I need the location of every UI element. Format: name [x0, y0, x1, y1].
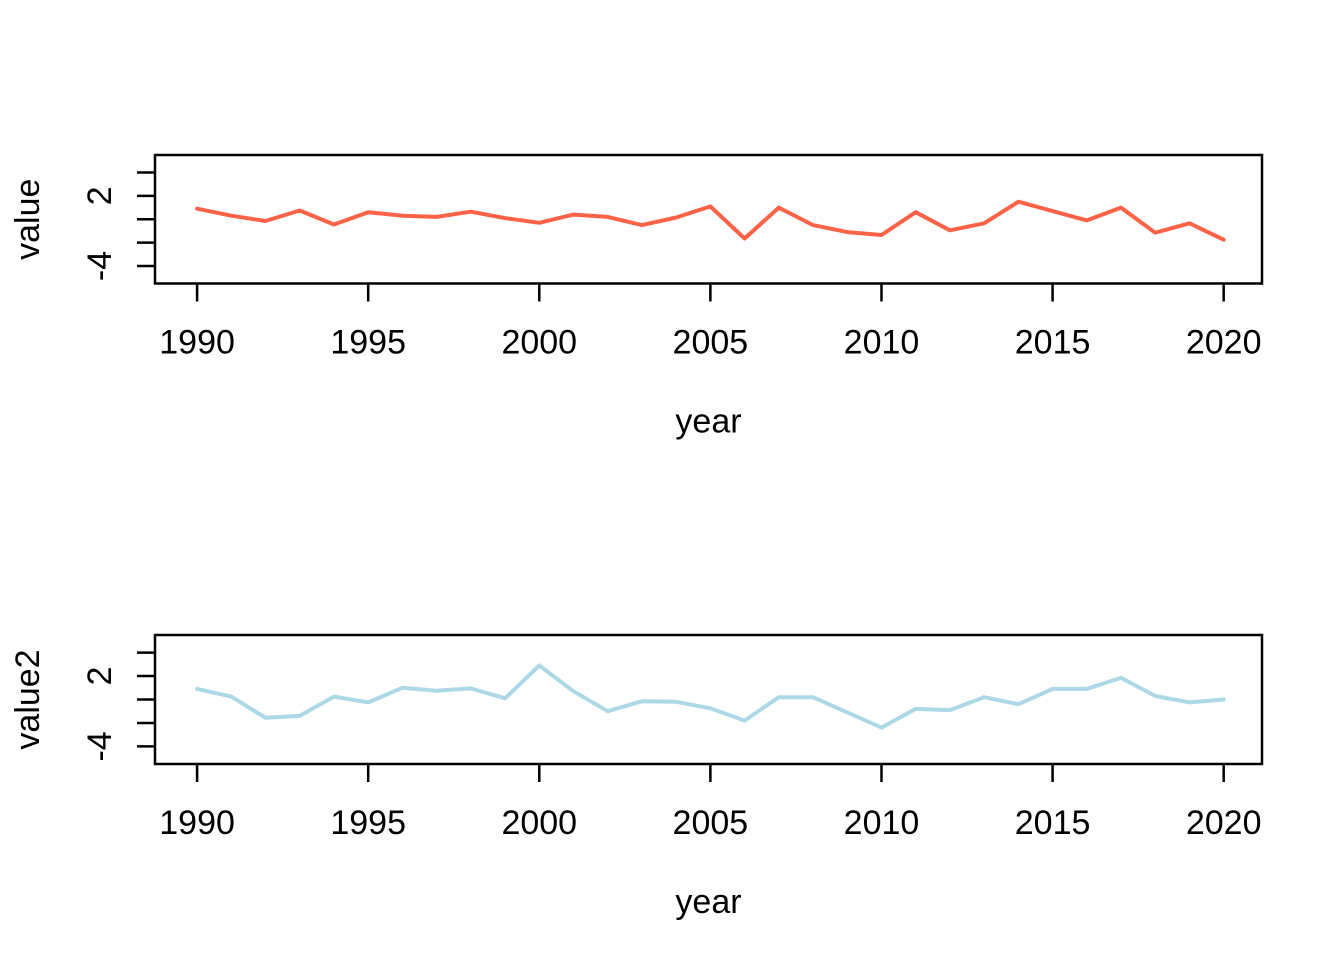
y-axis-title: value2 — [9, 649, 47, 749]
x-tick-label: 2010 — [844, 324, 920, 362]
x-tick-label: 2005 — [673, 804, 749, 842]
top-chart: 1990 1995 2000 2005 2010 2015 2020 2 -4 year value — [9, 153, 1264, 441]
x-tick-label: 2015 — [1015, 324, 1091, 362]
x-tick-label: 1990 — [159, 324, 235, 362]
x-tick-label: 1990 — [159, 804, 235, 842]
x-tick-label: 1995 — [330, 324, 406, 362]
y-tick-label: 2 — [81, 186, 119, 205]
x-tick-label: 2020 — [1186, 324, 1262, 362]
bottom-chart: 1990 1995 2000 2005 2010 2015 2020 2 -4 year value… — [9, 633, 1264, 921]
y-tick-label: 2 — [81, 667, 119, 686]
x-tick-label: 2005 — [673, 324, 749, 362]
x-tick-label: 2010 — [844, 804, 920, 842]
x-axis-title: year — [675, 403, 741, 441]
x-axis-title: year — [675, 883, 741, 921]
plot-box — [153, 633, 1264, 766]
x-tick-label: 2020 — [1186, 804, 1262, 842]
y-tick-label: -4 — [81, 251, 119, 281]
series-line-value2 — [195, 663, 1226, 730]
y-axis-title: value — [9, 179, 47, 260]
x-tick-label: 2000 — [501, 804, 577, 842]
x-tick-label: 2015 — [1015, 804, 1091, 842]
x-tick-label: 1995 — [330, 804, 406, 842]
x-tick-label: 2000 — [501, 324, 577, 362]
series-line-value — [195, 199, 1226, 242]
y-tick-label: -4 — [81, 731, 119, 761]
